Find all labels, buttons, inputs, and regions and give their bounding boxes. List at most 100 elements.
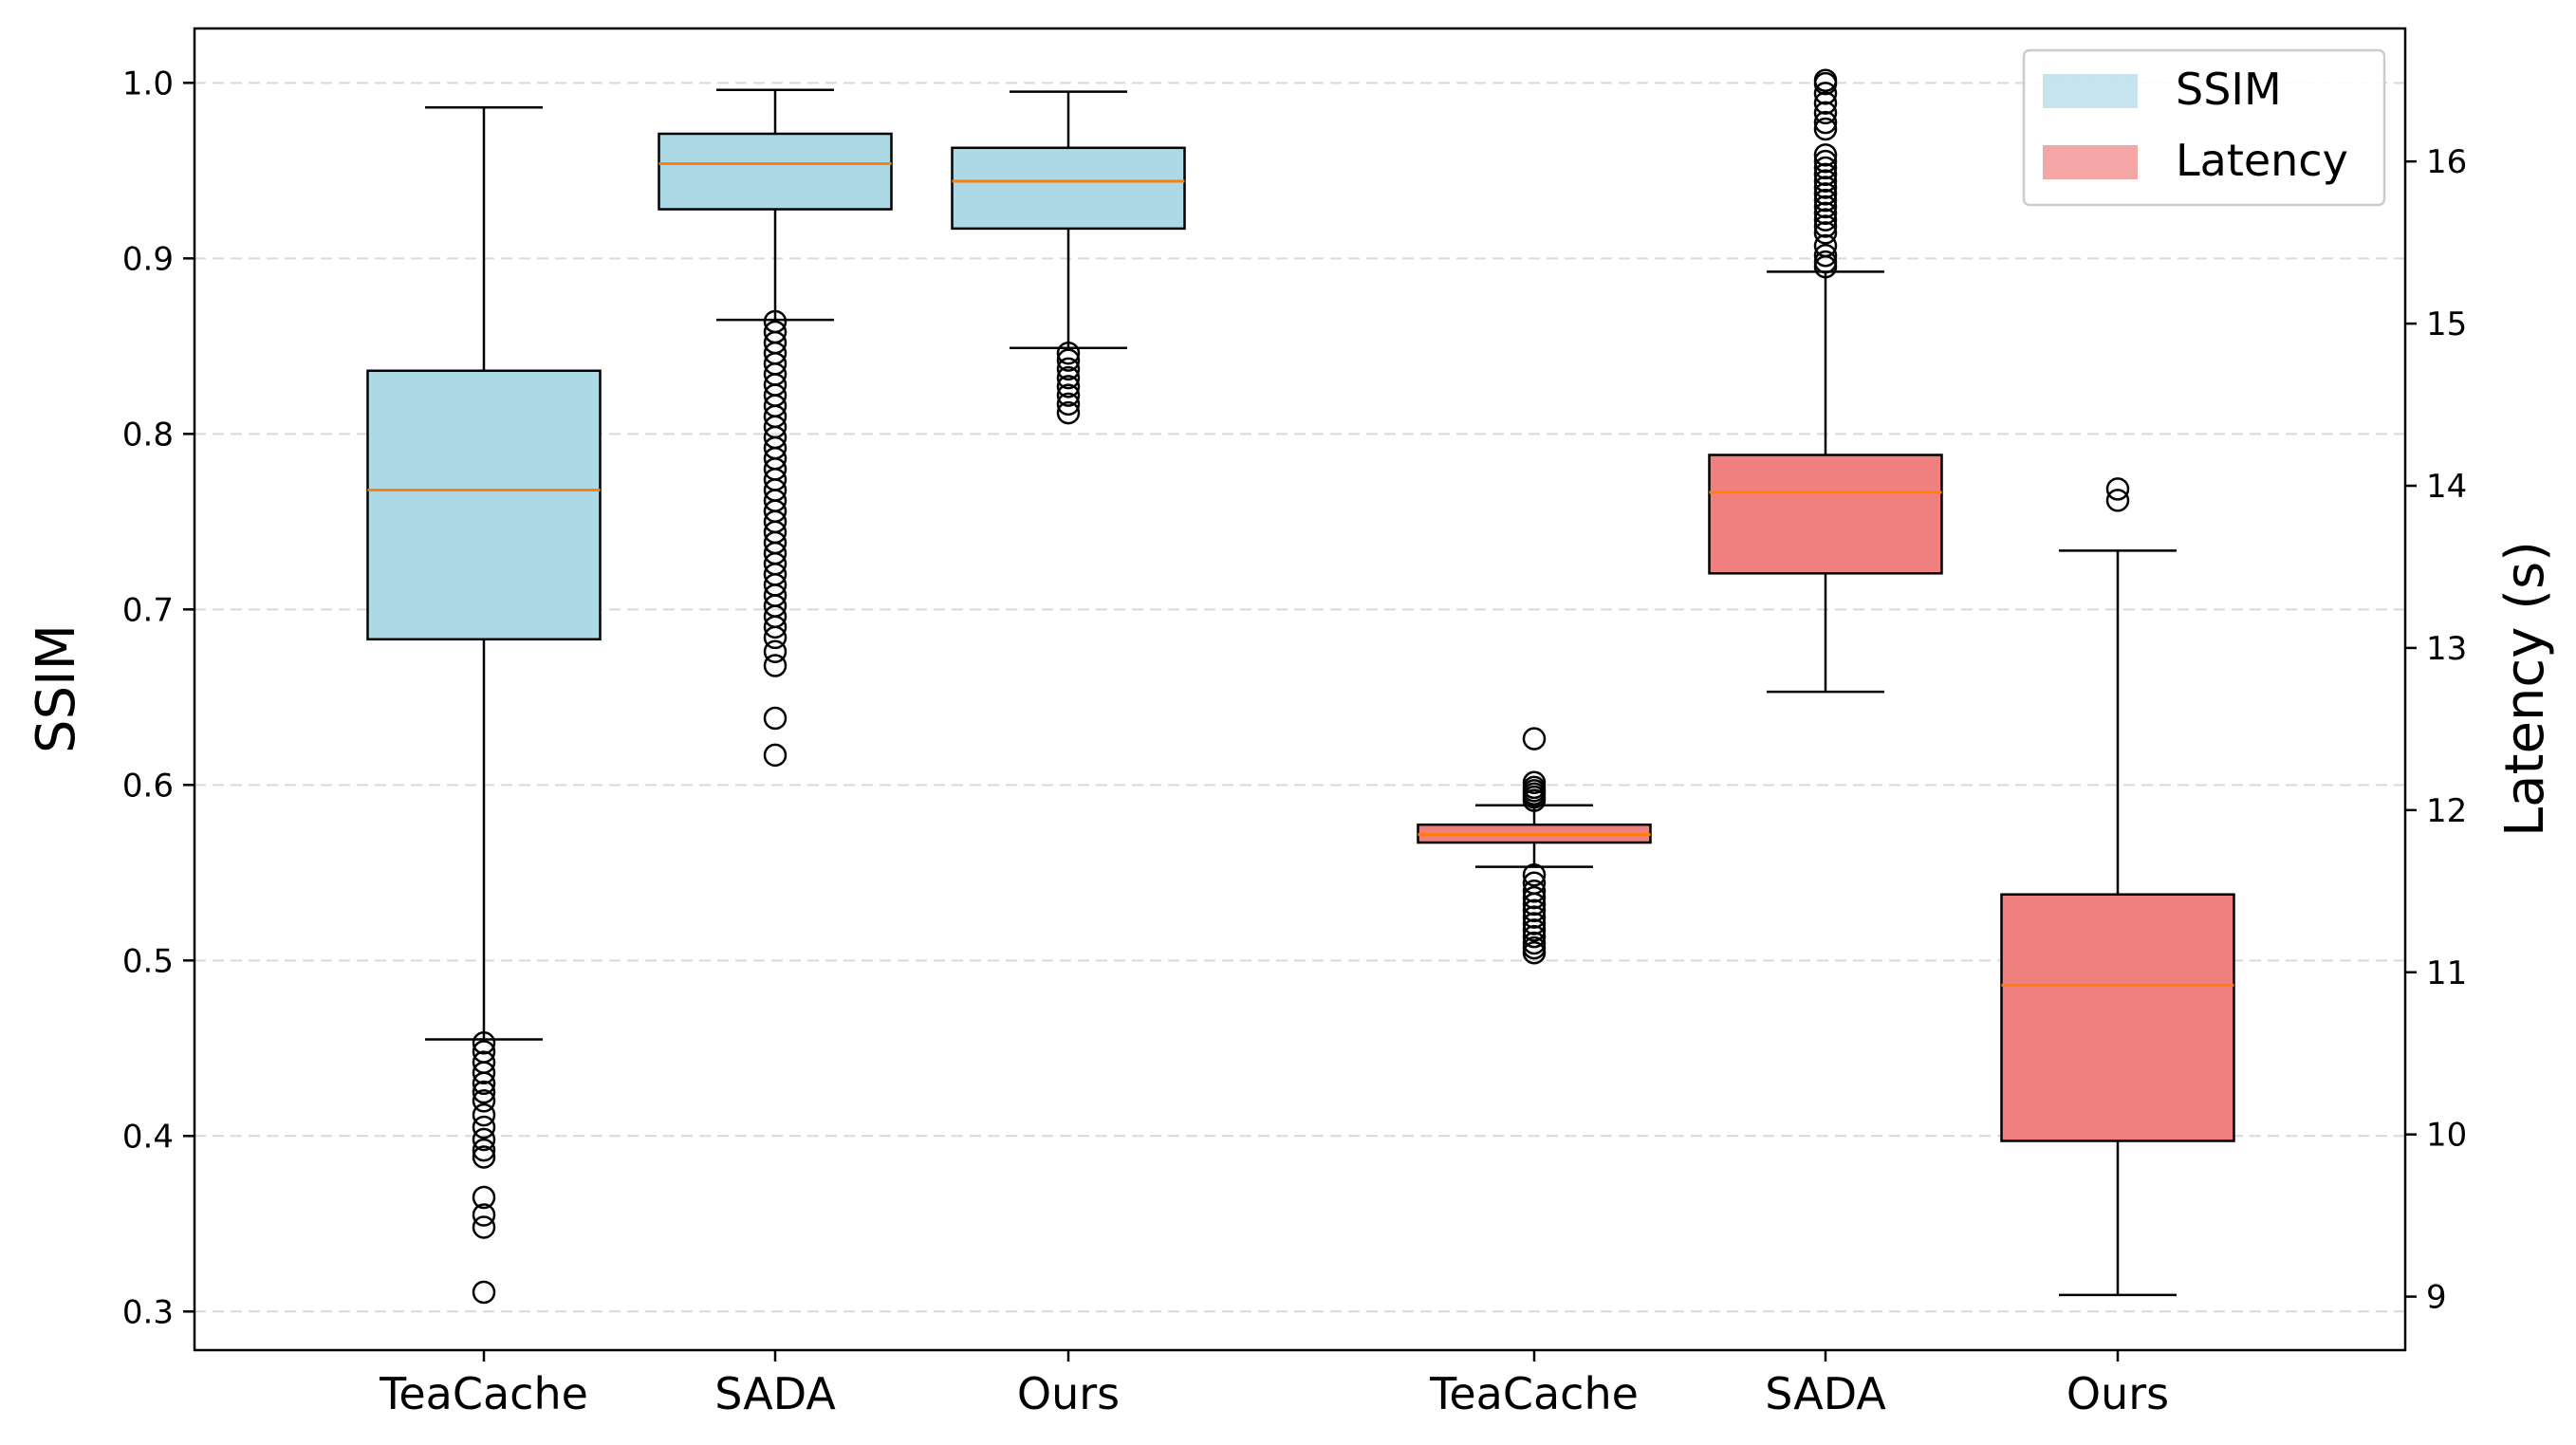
outlier-point xyxy=(1056,348,1081,372)
outlier-point xyxy=(1522,918,1547,942)
outlier-point xyxy=(472,1061,496,1084)
legend-swatch-latency xyxy=(2043,145,2138,179)
outlier-point xyxy=(1813,208,1838,232)
outlier-point xyxy=(1522,912,1547,936)
box-latency-sada xyxy=(1708,68,1943,694)
left-axis-tick-label: 0.5 xyxy=(122,942,174,980)
outlier-point xyxy=(1056,383,1081,407)
outlier-point xyxy=(1813,101,1838,125)
left-axis-tick-label: 0.9 xyxy=(122,240,174,278)
box-ssim-sada xyxy=(658,88,893,768)
outlier-point xyxy=(472,1089,496,1113)
outlier-point xyxy=(1522,727,1547,750)
plot-frame xyxy=(193,27,2407,1352)
outlier-point xyxy=(1813,169,1838,193)
x-axis-tick-label: SADA xyxy=(714,1368,836,1419)
outlier-point xyxy=(472,1185,496,1210)
box-iqr xyxy=(951,146,1186,231)
outlier-point xyxy=(1813,250,1838,274)
outlier-point xyxy=(1813,176,1838,199)
right-axis-tick-label: 14 xyxy=(2426,468,2467,506)
outlier-point xyxy=(1056,375,1081,398)
outlier-point xyxy=(472,1080,496,1104)
outlier-point xyxy=(1813,82,1838,105)
right-axis-tick-label: 10 xyxy=(2426,1117,2467,1155)
left-axis-tick-label: 0.4 xyxy=(122,1118,174,1156)
outlier-point xyxy=(1522,862,1547,887)
outlier-point xyxy=(1056,357,1081,381)
outlier-point xyxy=(1522,892,1547,917)
right-axis-tick-label: 15 xyxy=(2426,306,2467,343)
outlier-point xyxy=(1522,880,1547,903)
box-layer xyxy=(366,68,2235,1305)
outlier-point xyxy=(1813,182,1838,206)
left-axis-tick-label: 0.6 xyxy=(122,767,174,805)
outlier-point xyxy=(1522,885,1547,910)
outlier-point xyxy=(472,1280,496,1305)
outlier-point xyxy=(1813,143,1838,167)
outlier-point xyxy=(1813,221,1838,245)
outlier-point xyxy=(1813,214,1838,238)
outlier-point xyxy=(763,743,788,768)
left-axis-tick-label: 0.8 xyxy=(122,416,174,454)
outlier-point xyxy=(1056,365,1081,390)
box-ssim-ours xyxy=(951,90,1186,425)
right-axis-tick-label: 9 xyxy=(2426,1279,2447,1317)
outlier-point xyxy=(472,1115,496,1139)
box-ssim-teacache xyxy=(366,105,602,1305)
outlier-point xyxy=(472,1145,496,1169)
outlier-point xyxy=(1813,233,1838,258)
outlier-point xyxy=(1522,788,1547,812)
outlier-point xyxy=(2105,477,2130,501)
outlier-point xyxy=(1813,117,1838,141)
outlier-point xyxy=(1813,201,1838,226)
outlier-point xyxy=(1522,940,1547,965)
outlier-point xyxy=(1522,905,1547,929)
outlier-point xyxy=(2105,489,2130,512)
outlier-point xyxy=(1813,188,1838,213)
box-latency-teacache xyxy=(1417,727,1652,965)
legend-label-latency: Latency xyxy=(2176,135,2348,186)
left-axis-tick-label: 0.3 xyxy=(122,1293,174,1331)
right-axis-tick-label: 13 xyxy=(2426,630,2467,668)
box-latency-ours xyxy=(2000,477,2235,1297)
outlier-point xyxy=(472,1138,496,1162)
outlier-point xyxy=(1056,400,1081,425)
outlier-point xyxy=(1813,68,1838,92)
outlier-point xyxy=(1813,156,1838,180)
outlier-point xyxy=(1813,244,1838,268)
outlier-point xyxy=(1522,898,1547,923)
outlier-point xyxy=(472,1031,496,1055)
x-axis-tick-label: SADA xyxy=(1765,1368,1886,1419)
left-axis-tick-label: 1.0 xyxy=(122,65,174,102)
x-axis-tick-label: Ours xyxy=(1017,1368,1120,1419)
outlier-point xyxy=(1056,341,1081,365)
outlier-point xyxy=(1813,149,1838,174)
outlier-point xyxy=(763,654,788,677)
outlier-point xyxy=(472,1127,496,1152)
outlier-point xyxy=(1813,91,1838,115)
right-axis-tick-label: 11 xyxy=(2426,954,2467,992)
outlier-point xyxy=(1813,110,1838,135)
outlier-point xyxy=(472,1102,496,1127)
outlier-point xyxy=(1813,162,1838,187)
legend-label-ssim: SSIM xyxy=(2176,64,2282,115)
left-axis-tick-label: 0.7 xyxy=(122,591,174,629)
right-axis-tick-label: 12 xyxy=(2426,792,2467,830)
outlier-point xyxy=(472,1215,496,1239)
axis-layer: 0.3 0.4 0.5 0.6 0.7 0.8 0.9 1.0 9 10 11 12 13 14 15 16 T… xyxy=(122,65,2467,1419)
outlier-point xyxy=(1522,924,1547,949)
outlier-point xyxy=(763,639,788,663)
right-axis-title: Latency (s) xyxy=(2494,541,2556,837)
outlier-point xyxy=(1056,392,1081,417)
box-iqr xyxy=(366,369,602,641)
x-axis-tick-label: TeaCache xyxy=(379,1368,588,1419)
x-axis-tick-label: Ours xyxy=(2066,1368,2169,1419)
left-axis-title: SSIM xyxy=(26,624,87,753)
box-iqr xyxy=(2000,893,2235,1142)
outlier-point xyxy=(763,615,788,639)
outlier-point xyxy=(763,625,788,650)
legend: SSIM Latency xyxy=(2022,48,2386,207)
box-iqr xyxy=(1708,454,1943,575)
